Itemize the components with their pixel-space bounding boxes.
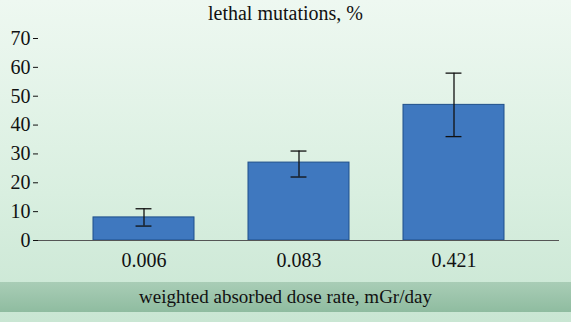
svg-text:20: 20 — [11, 171, 31, 193]
html-text:lethal mutations, %: lethal mutations, % — [208, 2, 363, 24]
svg-text:70: 70 — [11, 27, 31, 49]
svg-text:60: 60 — [11, 56, 31, 78]
svg-text:10: 10 — [11, 200, 31, 222]
svg-text:30: 30 — [11, 142, 31, 164]
svg-text:0.421: 0.421 — [432, 249, 477, 271]
svg-text:0.006: 0.006 — [122, 249, 167, 271]
svg-text:0: 0 — [21, 229, 31, 251]
svg-text:50: 50 — [11, 85, 31, 107]
html-text:weighted absorbed dose rate, m: weighted absorbed dose rate, mGr/day — [139, 286, 432, 307]
svg-text:40: 40 — [11, 113, 31, 135]
svg-text:0.083: 0.083 — [277, 249, 322, 271]
